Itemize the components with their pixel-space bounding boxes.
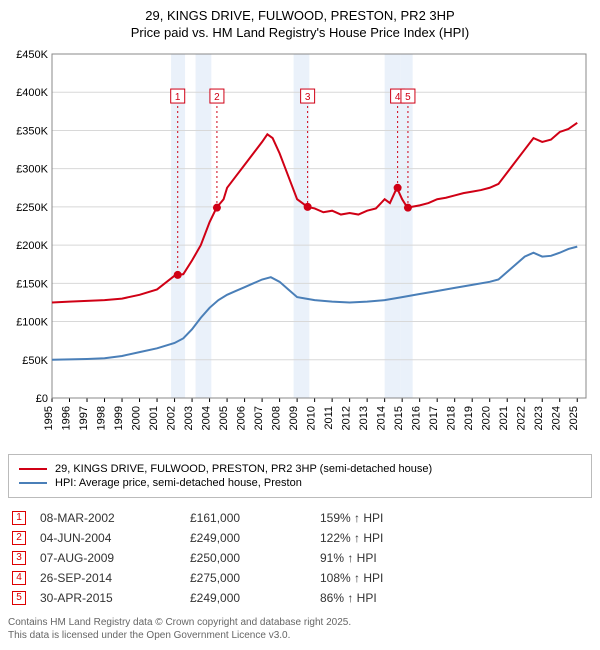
svg-text:2017: 2017: [428, 406, 440, 430]
svg-text:2010: 2010: [306, 406, 318, 430]
legend-swatch-property: [19, 468, 47, 470]
svg-text:2003: 2003: [183, 406, 195, 430]
footer-line1: Contains HM Land Registry data © Crown c…: [8, 616, 592, 629]
sale-price: £161,000: [190, 511, 320, 525]
svg-text:2022: 2022: [516, 406, 528, 430]
sale-hpi: 91% ↑ HPI: [320, 551, 440, 565]
sale-date: 04-JUN-2004: [40, 531, 190, 545]
legend-label-property: 29, KINGS DRIVE, FULWOOD, PRESTON, PR2 3…: [55, 463, 432, 475]
svg-text:2002: 2002: [166, 406, 178, 430]
svg-text:£250K: £250K: [16, 202, 48, 214]
svg-text:2000: 2000: [131, 406, 143, 430]
legend-swatch-hpi: [19, 482, 47, 484]
svg-text:2013: 2013: [358, 406, 370, 430]
chart-svg: £0 £50K £100K £150K £200K £250K £300K £350K £400…: [8, 48, 592, 448]
sale-hpi: 159% ↑ HPI: [320, 511, 440, 525]
svg-text:2019: 2019: [463, 406, 475, 430]
sale-marker-2: 2: [12, 531, 26, 545]
sale-date: 26-SEP-2014: [40, 571, 190, 585]
sales-row: 5 30-APR-2015 £249,000 86% ↑ HPI: [8, 588, 592, 608]
svg-text:2015: 2015: [393, 406, 405, 430]
footer: Contains HM Land Registry data © Crown c…: [8, 616, 592, 642]
svg-text:2025: 2025: [568, 406, 580, 430]
sale-price: £275,000: [190, 571, 320, 585]
title-line2: Price paid vs. HM Land Registry's House …: [8, 25, 592, 42]
sale-date: 30-APR-2015: [40, 591, 190, 605]
legend: 29, KINGS DRIVE, FULWOOD, PRESTON, PR2 3…: [8, 454, 592, 498]
svg-text:2006: 2006: [236, 406, 248, 430]
svg-text:£100K: £100K: [16, 316, 48, 328]
svg-text:2009: 2009: [288, 406, 300, 430]
svg-text:1995: 1995: [43, 406, 55, 430]
svg-text:2014: 2014: [376, 406, 388, 430]
sale-hpi: 122% ↑ HPI: [320, 531, 440, 545]
svg-text:2004: 2004: [201, 406, 213, 430]
svg-text:£0: £0: [36, 393, 48, 405]
sales-row: 2 04-JUN-2004 £249,000 122% ↑ HPI: [8, 528, 592, 548]
sale-marker-5: 5: [12, 591, 26, 605]
svg-text:2018: 2018: [446, 406, 458, 430]
svg-text:1996: 1996: [61, 406, 73, 430]
legend-row-property: 29, KINGS DRIVE, FULWOOD, PRESTON, PR2 3…: [19, 463, 581, 475]
svg-text:2005: 2005: [218, 406, 230, 430]
svg-text:2: 2: [214, 92, 220, 103]
sale-date: 08-MAR-2002: [40, 511, 190, 525]
sale-price: £250,000: [190, 551, 320, 565]
chart-title: 29, KINGS DRIVE, FULWOOD, PRESTON, PR2 3…: [8, 8, 592, 42]
svg-text:£350K: £350K: [16, 125, 48, 137]
svg-text:1998: 1998: [96, 406, 108, 430]
svg-text:4: 4: [395, 92, 401, 103]
footer-line2: This data is licensed under the Open Gov…: [8, 629, 592, 642]
svg-text:1999: 1999: [113, 406, 125, 430]
svg-text:£450K: £450K: [16, 49, 48, 61]
svg-text:2024: 2024: [551, 406, 563, 430]
svg-text:5: 5: [405, 92, 411, 103]
sale-date: 07-AUG-2009: [40, 551, 190, 565]
chart-area: £0 £50K £100K £150K £200K £250K £300K £350K £400…: [8, 48, 592, 448]
svg-text:2007: 2007: [253, 406, 265, 430]
title-line1: 29, KINGS DRIVE, FULWOOD, PRESTON, PR2 3…: [8, 8, 592, 25]
sale-hpi: 86% ↑ HPI: [320, 591, 440, 605]
svg-text:£150K: £150K: [16, 278, 48, 290]
svg-text:£300K: £300K: [16, 163, 48, 175]
sales-row: 3 07-AUG-2009 £250,000 91% ↑ HPI: [8, 548, 592, 568]
sales-row: 1 08-MAR-2002 £161,000 159% ↑ HPI: [8, 508, 592, 528]
svg-text:£200K: £200K: [16, 240, 48, 252]
svg-text:3: 3: [305, 92, 311, 103]
sale-price: £249,000: [190, 531, 320, 545]
sale-marker-3: 3: [12, 551, 26, 565]
svg-text:2008: 2008: [271, 406, 283, 430]
sale-price: £249,000: [190, 591, 320, 605]
sale-marker-1: 1: [12, 511, 26, 525]
sale-marker-4: 4: [12, 571, 26, 585]
svg-text:£50K: £50K: [22, 355, 48, 367]
svg-text:2012: 2012: [341, 406, 353, 430]
svg-text:2020: 2020: [481, 406, 493, 430]
legend-label-hpi: HPI: Average price, semi-detached house,…: [55, 477, 302, 489]
svg-text:2016: 2016: [411, 406, 423, 430]
sale-hpi: 108% ↑ HPI: [320, 571, 440, 585]
svg-text:2021: 2021: [498, 406, 510, 430]
svg-text:2011: 2011: [323, 406, 335, 430]
sales-table: 1 08-MAR-2002 £161,000 159% ↑ HPI 2 04-J…: [8, 508, 592, 608]
legend-row-hpi: HPI: Average price, semi-detached house,…: [19, 477, 581, 489]
svg-text:2001: 2001: [148, 406, 160, 430]
svg-text:2023: 2023: [533, 406, 545, 430]
svg-text:1997: 1997: [78, 406, 90, 430]
svg-text:1: 1: [175, 92, 181, 103]
svg-text:£400K: £400K: [16, 87, 48, 99]
sales-row: 4 26-SEP-2014 £275,000 108% ↑ HPI: [8, 568, 592, 588]
